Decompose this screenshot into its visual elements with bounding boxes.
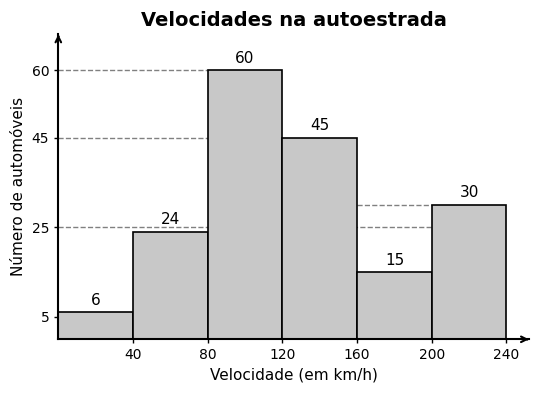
Text: 60: 60	[235, 51, 255, 66]
Bar	[282, 138, 357, 339]
Text: 30: 30	[460, 185, 479, 200]
Bar	[357, 272, 432, 339]
X-axis label: Velocidade (em km/h): Velocidade (em km/h)	[210, 368, 377, 383]
Text: 6: 6	[91, 293, 100, 308]
Bar	[432, 205, 507, 339]
Bar	[208, 70, 282, 339]
Text: 45: 45	[310, 118, 329, 133]
Text: 24: 24	[161, 212, 180, 227]
Title: Velocidades na autoestrada: Velocidades na autoestrada	[140, 11, 447, 30]
Bar	[58, 312, 133, 339]
Text: 15: 15	[385, 253, 404, 268]
Y-axis label: Número de automóveis: Número de automóveis	[11, 97, 26, 277]
Bar	[133, 232, 208, 339]
